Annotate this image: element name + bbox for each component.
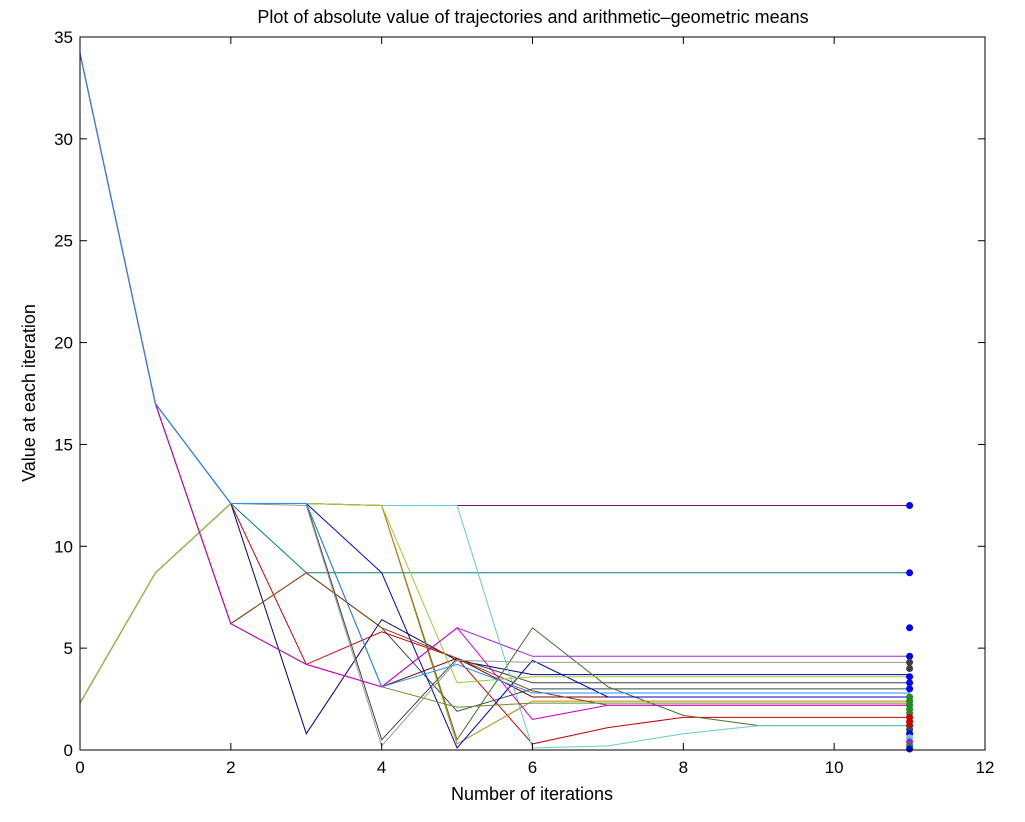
x-tick-label-0: 0: [75, 758, 84, 777]
y-axis: 0 5 10 15 20 25 30 35: [54, 28, 985, 760]
y-tick-label-5: 25: [54, 232, 73, 251]
endpoint-marker-6: [906, 673, 914, 681]
y-tick-label-6: 30: [54, 130, 73, 149]
series-lines: [79, 53, 910, 749]
x-tick-label-6: 12: [976, 758, 995, 777]
x-axis: 0 2 4 6 8 10 12: [75, 37, 994, 777]
y-tick-label-2: 10: [54, 537, 73, 556]
y-tick-label-7: 35: [54, 28, 73, 47]
endpoint-marker-22: [906, 745, 914, 753]
x-tick-label-1: 2: [226, 758, 235, 777]
x-tick-label-5: 10: [825, 758, 844, 777]
y-tick-label-0: 0: [64, 741, 73, 760]
endpoint-marker-0: [906, 502, 914, 509]
x-tick-label-2: 4: [377, 758, 386, 777]
chart-title: Plot of absolute value of trajectories a…: [257, 7, 808, 27]
endpoint-marker-1: [906, 569, 914, 577]
y-axis-title: Value at each iteration: [19, 304, 39, 482]
y-tick-label-1: 5: [64, 639, 73, 658]
endpoint-marker-3: [906, 652, 914, 660]
endpoint-marker-7: [906, 679, 914, 687]
endpoint-marker-2: [906, 624, 914, 632]
series-line-15: [79, 503, 910, 704]
y-tick-label-4: 20: [54, 334, 73, 353]
x-tick-label-3: 6: [528, 758, 537, 777]
endpoint-markers: [906, 502, 914, 753]
endpoint-marker-8: [906, 685, 914, 693]
series-line-16: [79, 53, 910, 720]
series-line-17: [79, 53, 910, 694]
x-tick-label-4: 8: [679, 758, 688, 777]
x-axis-title: Number of iterations: [451, 784, 613, 804]
y-tick-label-3: 15: [54, 435, 73, 454]
endpoint-marker-5: [906, 665, 914, 672]
endpoint-marker-4: [906, 658, 914, 666]
